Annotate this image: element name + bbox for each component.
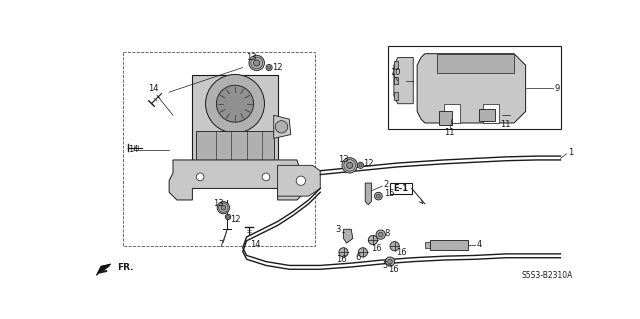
Polygon shape (193, 75, 278, 164)
Circle shape (262, 173, 270, 181)
Text: 12: 12 (363, 159, 373, 167)
Circle shape (217, 202, 230, 214)
Polygon shape (430, 240, 467, 250)
Polygon shape (394, 57, 413, 104)
Circle shape (225, 214, 231, 219)
Circle shape (376, 230, 385, 239)
Polygon shape (483, 104, 499, 123)
Polygon shape (425, 241, 430, 249)
Text: S5S3-B2310A: S5S3-B2310A (522, 271, 573, 280)
Text: 12: 12 (272, 63, 283, 72)
Text: 13: 13 (338, 155, 349, 164)
Text: 15: 15 (384, 189, 394, 198)
Text: 14: 14 (128, 145, 138, 154)
Text: 11: 11 (500, 120, 511, 129)
Circle shape (266, 64, 272, 70)
Text: 11: 11 (444, 128, 455, 137)
Circle shape (221, 205, 226, 210)
Polygon shape (394, 61, 397, 69)
Circle shape (385, 257, 395, 266)
Polygon shape (365, 183, 371, 204)
Polygon shape (274, 115, 291, 138)
Text: 8: 8 (385, 229, 390, 238)
Circle shape (390, 241, 399, 251)
Text: 2: 2 (384, 180, 389, 189)
Circle shape (347, 162, 353, 168)
Circle shape (368, 235, 378, 245)
Circle shape (358, 248, 367, 257)
Polygon shape (436, 54, 514, 73)
Bar (388, 46, 561, 129)
Polygon shape (394, 77, 397, 85)
Circle shape (376, 194, 380, 198)
Text: 7: 7 (218, 240, 223, 249)
Text: 16: 16 (388, 265, 399, 274)
Text: 6: 6 (355, 253, 360, 262)
Polygon shape (344, 229, 353, 243)
Circle shape (227, 216, 229, 218)
Polygon shape (394, 92, 397, 100)
Text: 14: 14 (148, 84, 159, 93)
Circle shape (296, 176, 305, 185)
Circle shape (275, 121, 288, 133)
Text: 4: 4 (477, 240, 482, 249)
Circle shape (374, 192, 382, 200)
Circle shape (253, 60, 260, 66)
Text: FR.: FR. (117, 263, 134, 272)
Text: 3: 3 (336, 225, 341, 234)
Circle shape (216, 85, 253, 122)
Polygon shape (439, 111, 452, 124)
Text: 13: 13 (246, 53, 257, 62)
Text: E-1: E-1 (394, 184, 408, 193)
Text: 16: 16 (396, 248, 407, 257)
Text: 10: 10 (390, 69, 401, 78)
Polygon shape (278, 165, 320, 196)
Circle shape (359, 164, 362, 167)
Polygon shape (444, 104, 460, 123)
Circle shape (339, 248, 348, 257)
Circle shape (388, 259, 392, 264)
Circle shape (249, 55, 264, 70)
Text: 1: 1 (568, 148, 573, 157)
Text: 12: 12 (230, 216, 241, 225)
Bar (123, 52, 315, 246)
Circle shape (268, 66, 271, 69)
Circle shape (358, 162, 364, 168)
Text: 16: 16 (336, 255, 346, 264)
Text: 13: 13 (213, 199, 224, 208)
Circle shape (205, 74, 264, 133)
Polygon shape (169, 160, 305, 200)
Text: 9: 9 (554, 84, 559, 93)
Text: 5: 5 (382, 261, 387, 270)
Circle shape (378, 232, 383, 237)
Bar (390, 183, 412, 194)
Polygon shape (96, 264, 111, 275)
Polygon shape (417, 54, 525, 123)
Circle shape (342, 158, 358, 173)
Text: 14: 14 (250, 240, 261, 249)
Polygon shape (479, 109, 495, 122)
Circle shape (196, 173, 204, 181)
Polygon shape (196, 131, 274, 160)
Text: 16: 16 (371, 244, 381, 253)
